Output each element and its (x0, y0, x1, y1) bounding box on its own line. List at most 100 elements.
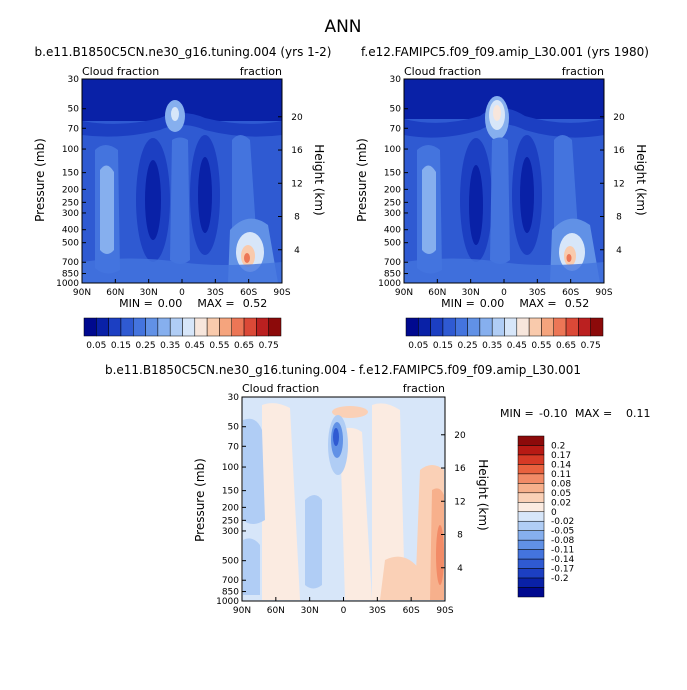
colorbar-swatch (517, 445, 545, 456)
colorbar-label: -0.11 (551, 546, 574, 556)
colorbar-swatch (133, 317, 146, 337)
colorbar-swatch (256, 317, 269, 337)
colorbar-swatch (108, 317, 122, 337)
sh-stratocumulus-peak (566, 254, 572, 262)
min-label: MIN = (119, 297, 153, 310)
x-tick-label: 60S (240, 288, 257, 298)
boundary-layer (404, 258, 604, 283)
y-tick-label: 250 (62, 198, 79, 208)
panel-left-label: Cloud fraction (404, 65, 481, 78)
y2-tick-label: 16 (613, 146, 625, 156)
y2-tick-label: 8 (294, 213, 300, 223)
y-tick-label: 400 (384, 226, 401, 236)
y-axis-title: Pressure (mb) (355, 138, 369, 222)
colorbar-swatch (541, 317, 554, 337)
colorbar-swatch (553, 317, 567, 337)
x-tick-label: 30N (140, 288, 158, 298)
colorbar-label: 0.17 (551, 451, 571, 461)
y-tick-label: 50 (390, 105, 402, 115)
y-tick-label: 50 (228, 423, 240, 433)
y-tick-label: 1000 (216, 597, 239, 607)
colorbar-swatch (479, 317, 493, 337)
x-tick-label: 60S (403, 606, 420, 616)
colorbar-swatch (517, 483, 545, 494)
y2-axis-title: Height (km) (634, 144, 648, 215)
max-value: 0.11 (626, 407, 651, 420)
colorbar-swatch (517, 473, 545, 484)
boundary-layer (82, 258, 282, 283)
colorbar-swatch (418, 317, 431, 337)
y2-tick-label: 4 (294, 246, 300, 256)
nh-negative-bias (243, 418, 265, 524)
x-tick-label: 60N (106, 288, 124, 298)
colorbar-swatch (504, 317, 518, 337)
colorbar-swatch (145, 317, 159, 337)
colorbar-swatch (206, 317, 220, 337)
colorbar-swatch (157, 317, 171, 337)
colorbar-label: 0.2 (551, 441, 565, 451)
y-tick-label: 30 (390, 75, 402, 85)
y-tick-label: 150 (222, 487, 239, 497)
colorbar-swatch (578, 317, 591, 337)
y-tick-label: 30 (228, 393, 240, 403)
y-tick-label: 1000 (378, 279, 401, 289)
sh-storm-column (232, 135, 256, 234)
panel-left-label: Cloud fraction (242, 382, 319, 395)
min-label: MIN = (441, 297, 475, 310)
colorbar-swatch (268, 317, 282, 337)
tropical-negative-peak (333, 428, 339, 446)
axes: 90N 60N 30N 0 30S 60S 90S 30 50 70 100 150 200 250300… (56, 75, 303, 298)
y2-tick-label: 20 (291, 113, 303, 123)
y-tick-label: 500 (62, 239, 79, 249)
x-tick-label: 60S (562, 288, 579, 298)
nh-midlat-cloud-inner (422, 165, 436, 254)
colorbar-swatch (516, 317, 530, 337)
colorbar-label: 0.75 (259, 341, 279, 351)
colorbar: 0.05 0.15 0.25 0.35 0.45 0.55 0.65 0.75 (83, 317, 282, 351)
x-tick-label: 0 (179, 288, 185, 298)
y2-tick-label: 12 (454, 497, 465, 507)
y-tick-label: 50 (68, 105, 80, 115)
min-label: MIN = (500, 407, 534, 420)
colorbar-swatch (120, 317, 134, 337)
y2-tick-label: 12 (613, 179, 624, 189)
panel-title: b.e11.B1850C5CN.ne30_g16.tuning.004 (yrs… (35, 45, 332, 59)
colorbar-swatch (231, 317, 245, 337)
panel-title: b.e11.B1850C5CN.ne30_g16.tuning.004 - f.… (105, 363, 581, 377)
x-tick-label: 90S (595, 288, 612, 298)
nh-dry-core (469, 165, 483, 245)
y-tick-label: 70 (390, 124, 402, 134)
y2-tick-label: 20 (454, 431, 466, 441)
y-tick-label: 250 (384, 198, 401, 208)
x-tick-label: 30N (301, 606, 319, 616)
max-label: MAX = (197, 297, 234, 310)
min-value: 0.00 (158, 297, 183, 310)
colorbar-swatch (517, 558, 545, 569)
x-tick-label: 90N (73, 288, 91, 298)
colorbar-label: 0.35 (160, 341, 180, 351)
itcz-column (490, 137, 510, 264)
colorbar-swatch (405, 317, 419, 337)
x-tick-label: 0 (501, 288, 507, 298)
x-tick-label: 30S (207, 288, 224, 298)
colorbar-label: 0.08 (551, 479, 571, 489)
panel-left-label: Cloud fraction (82, 65, 159, 78)
colorbar-swatch (517, 464, 545, 475)
y-tick-label: 850 (62, 270, 79, 280)
x-tick-label: 60N (428, 288, 446, 298)
colorbar-swatch (430, 317, 444, 337)
sh-stratocumulus-peak (244, 253, 250, 263)
x-tick-label: 90N (395, 288, 413, 298)
colorbar-label: 0.65 (556, 341, 576, 351)
midlat-negative-bias (305, 495, 322, 589)
colorbar-label: 0.55 (209, 341, 229, 351)
y-tick-label: 300 (222, 527, 239, 537)
colorbar-label: 0.05 (86, 341, 106, 351)
colorbar-swatch (528, 317, 542, 337)
y-tick-label: 1000 (56, 279, 79, 289)
colorbar-label: 0.25 (458, 341, 478, 351)
colorbar-swatch (517, 568, 545, 579)
y-tick-label: 70 (68, 124, 80, 134)
colorbar-swatch (590, 317, 604, 337)
